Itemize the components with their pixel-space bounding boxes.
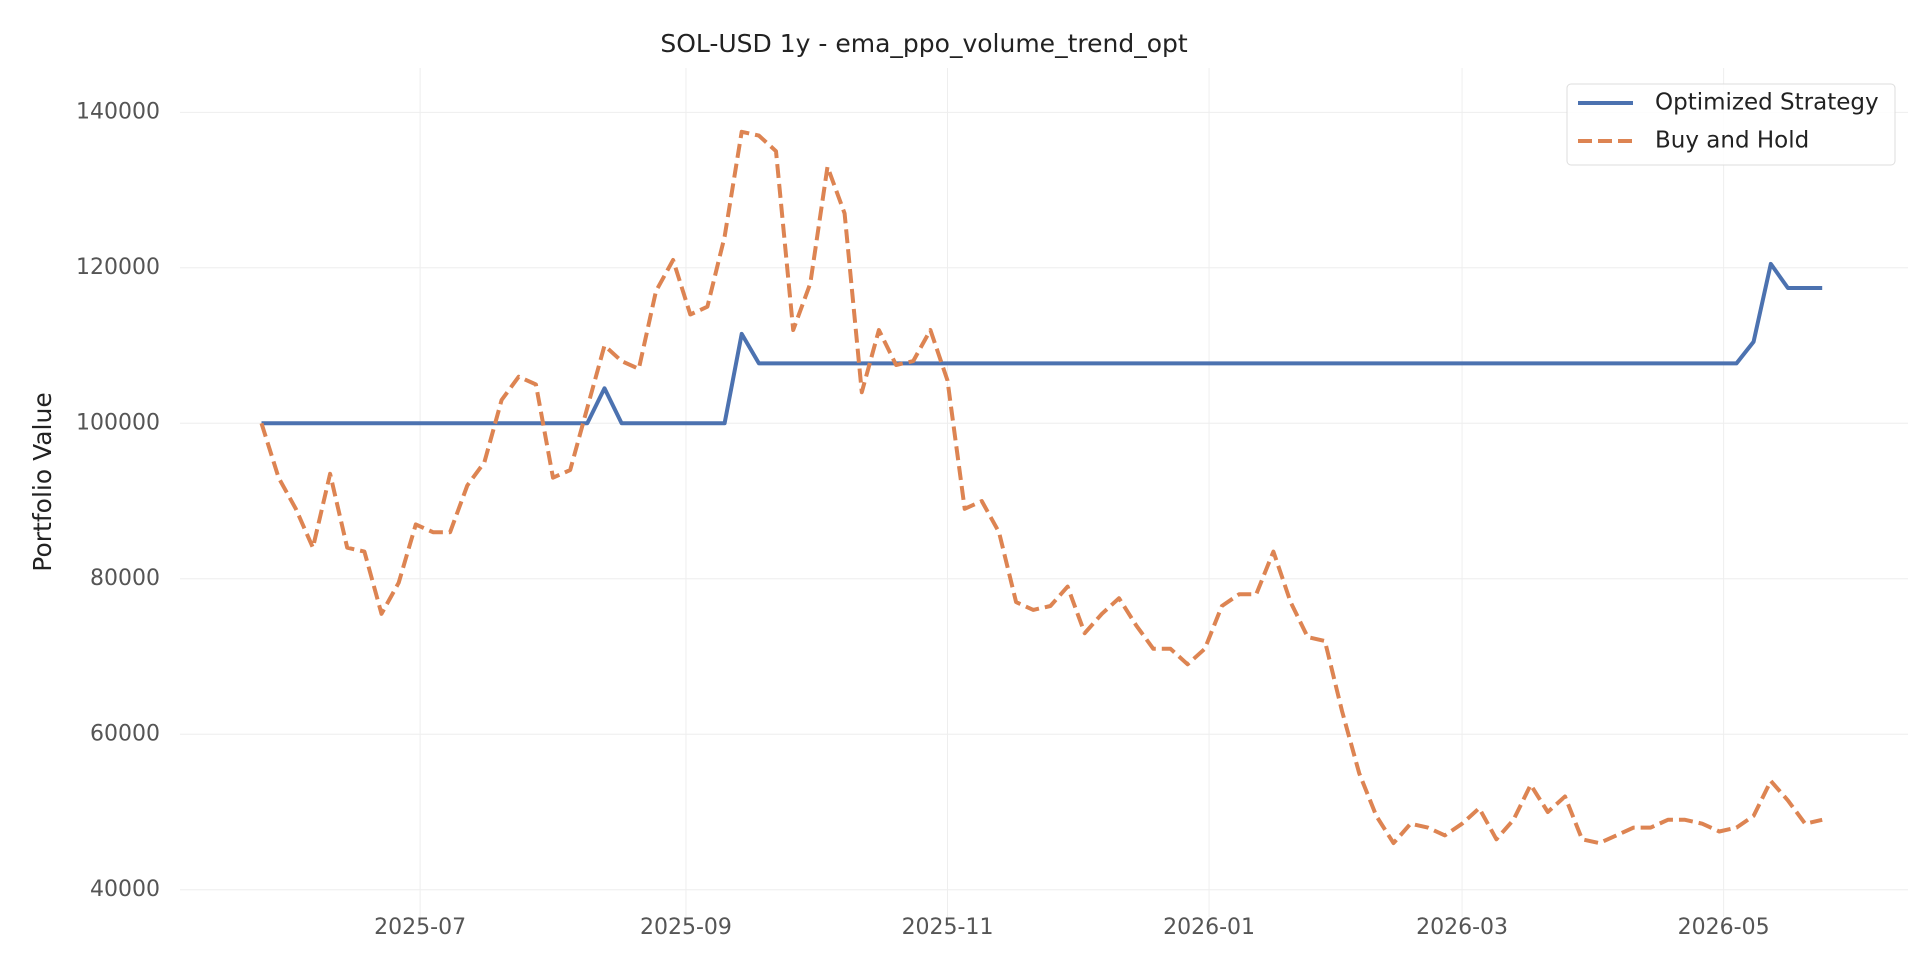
x-tick-label: 2026-05 [1678,915,1770,940]
y-tick-label: 100000 [76,410,160,435]
x-tick-label: 2025-11 [902,915,994,940]
x-tick-label: 2025-07 [374,915,466,940]
x-tick-label: 2025-09 [640,915,732,940]
legend: Optimized Strategy Buy and Hold [1566,83,1896,166]
legend-label: Optimized Strategy [1655,90,1879,116]
y-tick-label: 120000 [76,255,160,280]
y-tick-label: 80000 [90,566,160,591]
legend-box [1566,83,1896,166]
legend-label: Buy and Hold [1655,128,1809,154]
y-axis-label: Portfolio Value [28,392,57,571]
line-series [261,261,1823,426]
y-tick-label: 60000 [90,721,160,746]
y-tick-label: 140000 [76,99,160,124]
x-tick-label: 2026-01 [1163,915,1255,940]
line-series [259,129,1823,846]
chart-title: SOL-USD 1y - ema_ppo_volume_trend_opt [660,29,1188,58]
x-tick-label: 2026-03 [1416,915,1508,940]
y-tick-label: 40000 [90,877,160,902]
